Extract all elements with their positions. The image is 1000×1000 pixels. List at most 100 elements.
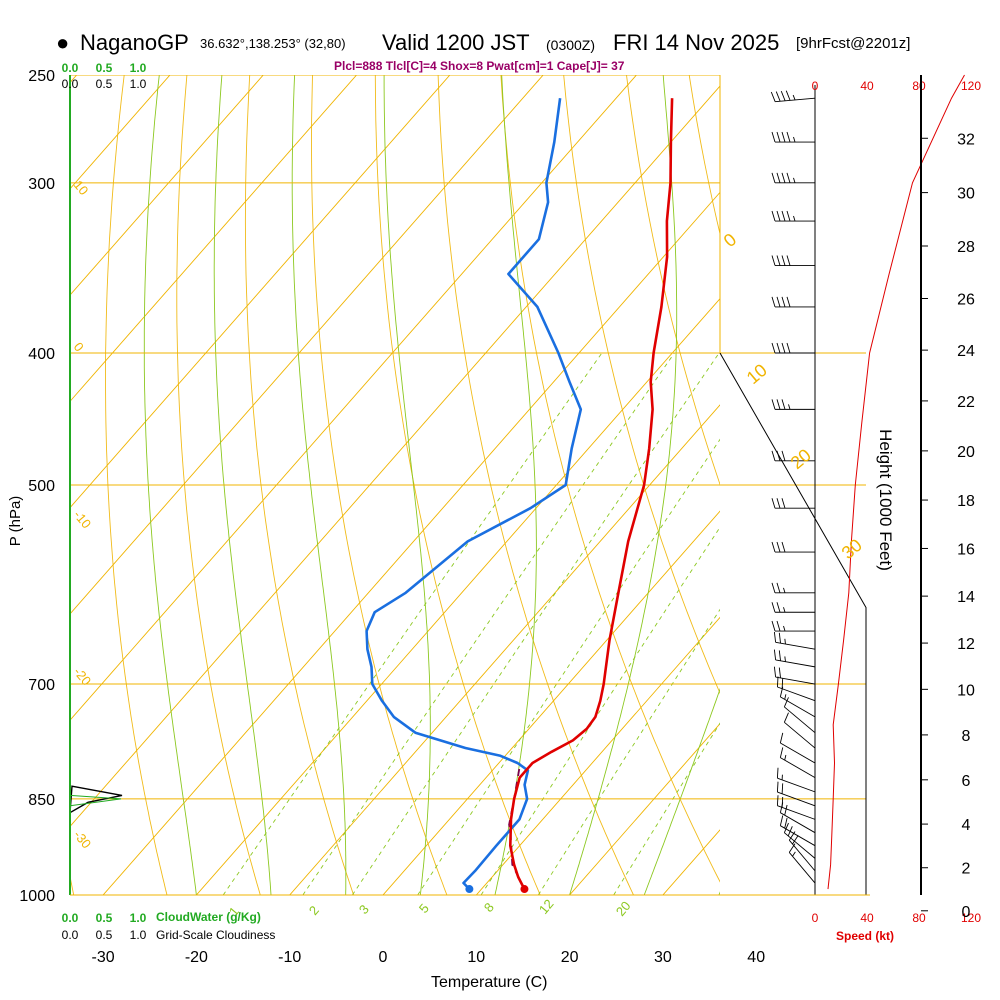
isotherm — [824, 51, 1000, 924]
station-bullet-icon: ● — [56, 30, 69, 55]
cloudwater-axis-title: CloudWater (g/Kg) — [156, 910, 261, 924]
cloudiness-tick-label: 0.0 — [62, 77, 79, 91]
wind-barb — [779, 815, 816, 847]
wind-barb-feather — [771, 541, 776, 553]
wind-barb-feather — [776, 767, 779, 779]
speed-tick-label: 0 — [812, 79, 819, 93]
dry-adiabat-label: 0 — [71, 339, 87, 354]
speed-axis-title: Speed (kt) — [836, 929, 894, 943]
isotherm — [70, 75, 544, 615]
wind-barb — [788, 843, 816, 884]
temperature-line — [509, 98, 674, 890]
wind-barb-feather — [783, 822, 789, 833]
dry-adiabat — [176, 75, 261, 895]
wind-barb-feather — [779, 732, 784, 744]
wind-barb-half-feather — [783, 625, 786, 632]
wind-barb-half-feather — [784, 694, 787, 700]
isotherm — [289, 404, 720, 895]
moist-adiabat — [718, 891, 720, 895]
dry-adiabat — [105, 75, 168, 895]
cloudiness-tick-label: 0.0 — [62, 928, 79, 942]
height-tick-label: 10 — [957, 682, 975, 699]
wind-barb-half-feather — [784, 638, 786, 645]
wind-barb-feather — [788, 843, 796, 853]
wind-barb-staff — [775, 641, 816, 650]
wind-barb-feather — [781, 678, 784, 689]
wind-barb-staff — [777, 791, 816, 807]
wind-barb-staff — [780, 757, 816, 779]
wind-barb-feather — [779, 747, 784, 758]
wind-barb-feather — [776, 498, 781, 509]
cloudiness-tick-label: 1.0 — [130, 928, 147, 942]
wind-barb-feather — [775, 91, 781, 102]
cloudwater-tick-label: 0.0 — [62, 61, 79, 75]
wind-barb-half-feather — [793, 177, 796, 183]
wind-barb-feather — [781, 296, 786, 308]
cloudiness-axis-title: Grid-Scale Cloudiness — [156, 928, 275, 942]
wind-barb — [771, 296, 815, 308]
pressure-tick-label: 250 — [28, 68, 55, 85]
mixing-ratio-label: 2 — [306, 903, 322, 918]
wind-barb — [771, 255, 815, 266]
wind-barb — [771, 342, 815, 354]
mixing-ratio-label: 12 — [536, 896, 557, 917]
wind-barb-feather — [776, 210, 781, 222]
wind-barb-feather — [776, 620, 781, 632]
wind-barb-feather — [784, 817, 788, 829]
isotherm — [70, 75, 264, 296]
wind-barb-half-feather — [788, 404, 791, 410]
wind-barb — [776, 767, 816, 793]
speed-tick-label: 80 — [912, 79, 926, 93]
wind-barb-feather — [781, 796, 784, 808]
wind-barb-staff — [777, 686, 816, 702]
wind-barb-feather — [771, 498, 776, 509]
wind-barb-half-feather — [783, 587, 786, 593]
height-tick-label: 2 — [962, 861, 971, 878]
wind-barb — [771, 498, 815, 509]
wind-barb-staff — [780, 696, 816, 718]
wind-barb-feather — [781, 450, 786, 461]
wind-barb-feather — [776, 781, 779, 793]
wind-barb-staff — [784, 832, 816, 859]
cloudiness-tick-label: 1.0 — [130, 77, 147, 91]
wind-barb-staff — [788, 839, 816, 872]
cloudiness-tick-label: 0.5 — [96, 77, 113, 91]
wind-barb-feather — [773, 631, 777, 643]
wind-barb-feather — [778, 650, 781, 661]
wind-barb-staff — [780, 742, 816, 764]
wind-barb-staff — [775, 676, 816, 685]
height-tick-label: 14 — [957, 589, 975, 606]
wind-barb-feather — [776, 795, 779, 806]
wind-barb — [771, 399, 815, 410]
dry-adiabat-label: 10 — [743, 360, 771, 388]
dry-adiabat — [244, 75, 355, 895]
wind-barb — [779, 686, 816, 718]
wind-barb-feather — [776, 602, 781, 613]
sounding-profiles — [70, 98, 674, 894]
speed-tick-label: 40 — [860, 911, 874, 925]
wind-barb-feather — [776, 255, 781, 266]
dry-adiabat — [311, 75, 448, 895]
isotherm — [475, 616, 720, 895]
isotherm — [70, 75, 358, 403]
wind-barb-feather — [781, 210, 786, 222]
speed-tick-label: 80 — [912, 911, 926, 925]
wind-barb-staff — [777, 805, 816, 820]
mixing-ratio-line — [613, 722, 720, 895]
speed-tick-label: 120 — [961, 911, 981, 925]
pressure-tick-label: 400 — [28, 346, 55, 363]
wind-barb-staff — [777, 777, 816, 793]
pressure-tick-label: 850 — [28, 792, 55, 809]
wind-barb-feather — [771, 296, 776, 308]
wind-barb-half-feather — [783, 607, 786, 613]
dry-adiabat — [810, 51, 1000, 924]
wind-barb-staff — [780, 812, 816, 834]
wind-barb-half-feather — [793, 215, 796, 222]
valid-time: Valid 1200 JST — [382, 30, 530, 55]
moist-adiabat — [569, 75, 678, 895]
surface-temperature-marker — [520, 885, 529, 894]
forecast-run: [9hrFcst@2201z] — [796, 35, 910, 52]
wind-barb — [776, 781, 816, 807]
wind-barb-feather — [786, 131, 791, 143]
